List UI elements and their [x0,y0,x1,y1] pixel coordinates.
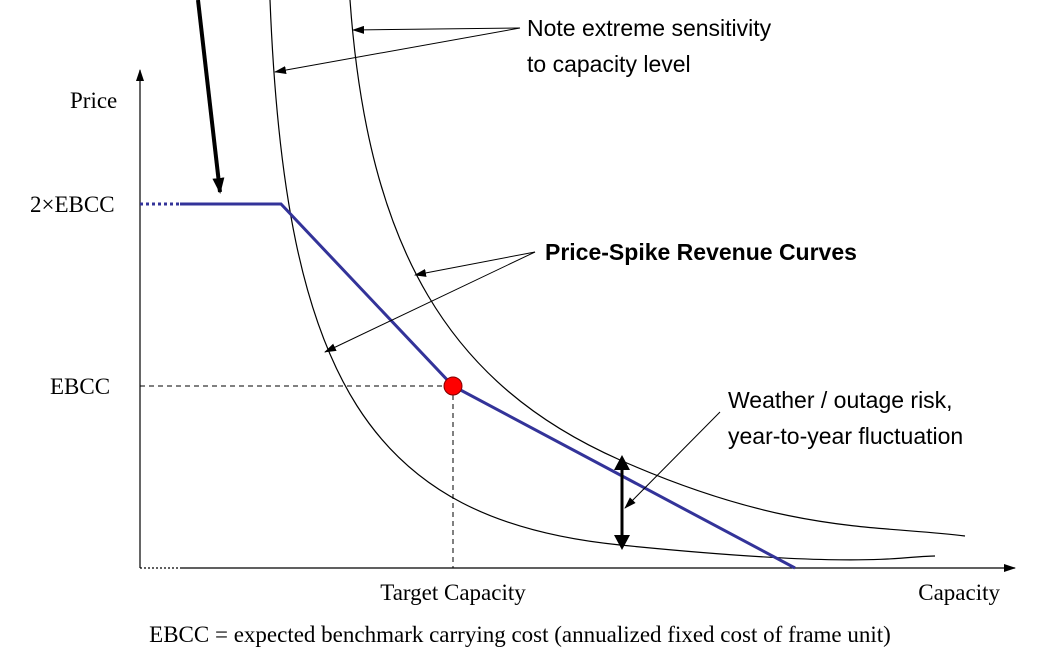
annotation: to capacity level [527,51,691,77]
target-point [443,376,463,396]
revenue-curve-low [269,0,936,561]
curves-arrow [324,251,536,353]
note-arrow [274,27,521,74]
level-label: 2×EBCC [30,192,115,217]
annotation: Price-Spike Revenue Curves [545,239,857,265]
curves-arrow [414,251,536,277]
annotation: Weather / outage risk, [728,387,953,413]
note-arrow [352,25,521,34]
revenue-curve-high [349,0,966,537]
target-label: Target Capacity [380,580,526,605]
pointer-arrow [196,0,225,194]
annotation: Note extreme sensitivity [527,15,772,41]
x-axis-label: Capacity [918,580,1000,605]
annotation: year-to-year fluctuation [728,423,963,449]
level-label: EBCC [50,374,110,399]
y-axis-label: Price [70,88,117,113]
footnote: EBCC = expected benchmark carrying cost … [149,622,891,647]
demand-curve [180,202,796,570]
risk-arrow [624,411,721,509]
